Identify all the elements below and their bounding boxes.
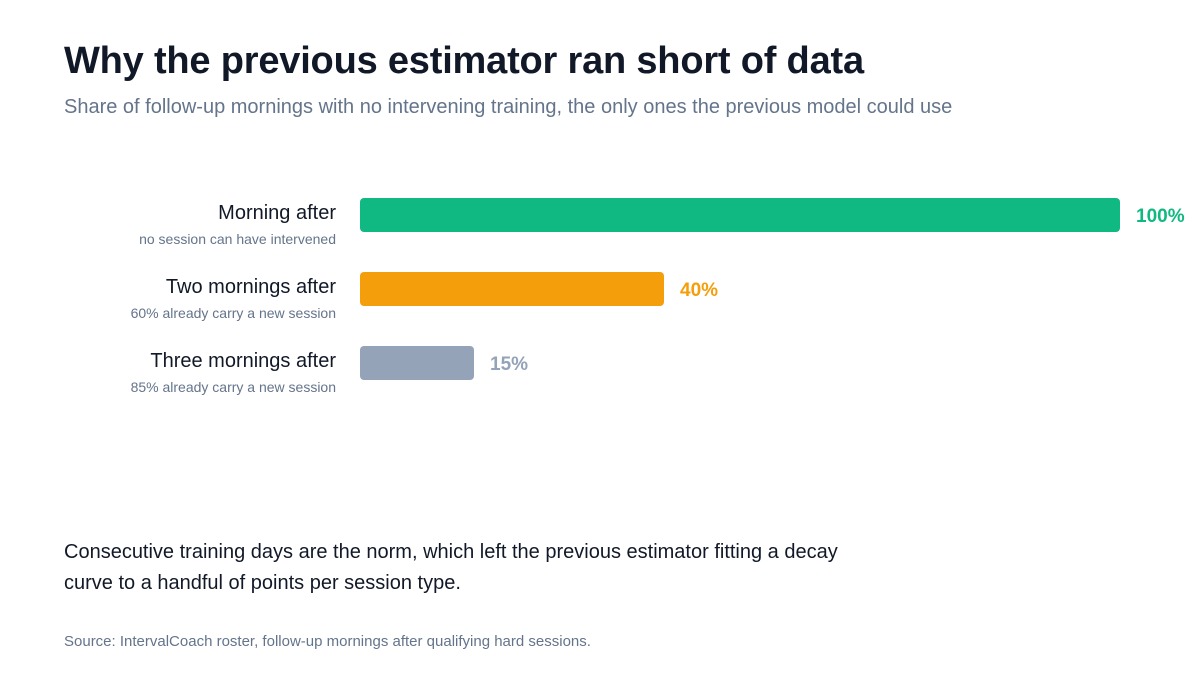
category-note: no session can have intervened [139, 231, 336, 247]
source-note: Source: IntervalCoach roster, follow-up … [64, 633, 591, 650]
value-label: 100% [1136, 206, 1185, 227]
value-label: 40% [680, 280, 718, 301]
category-label: Three mornings after [150, 350, 336, 372]
category-label: Morning after [218, 202, 336, 224]
chart-title: Why the previous estimator ran short of … [64, 40, 864, 82]
chart-footnote: Consecutive training days are the norm, … [64, 541, 838, 594]
bar [360, 272, 664, 306]
category-label: Two mornings after [166, 276, 336, 298]
bar [360, 346, 474, 380]
bar [360, 198, 1120, 232]
value-label: 15% [490, 354, 528, 375]
category-note: 85% already carry a new session [131, 379, 336, 395]
chart-subtitle: Share of follow-up mornings with no inte… [64, 96, 953, 118]
category-note: 60% already carry a new session [131, 305, 336, 321]
